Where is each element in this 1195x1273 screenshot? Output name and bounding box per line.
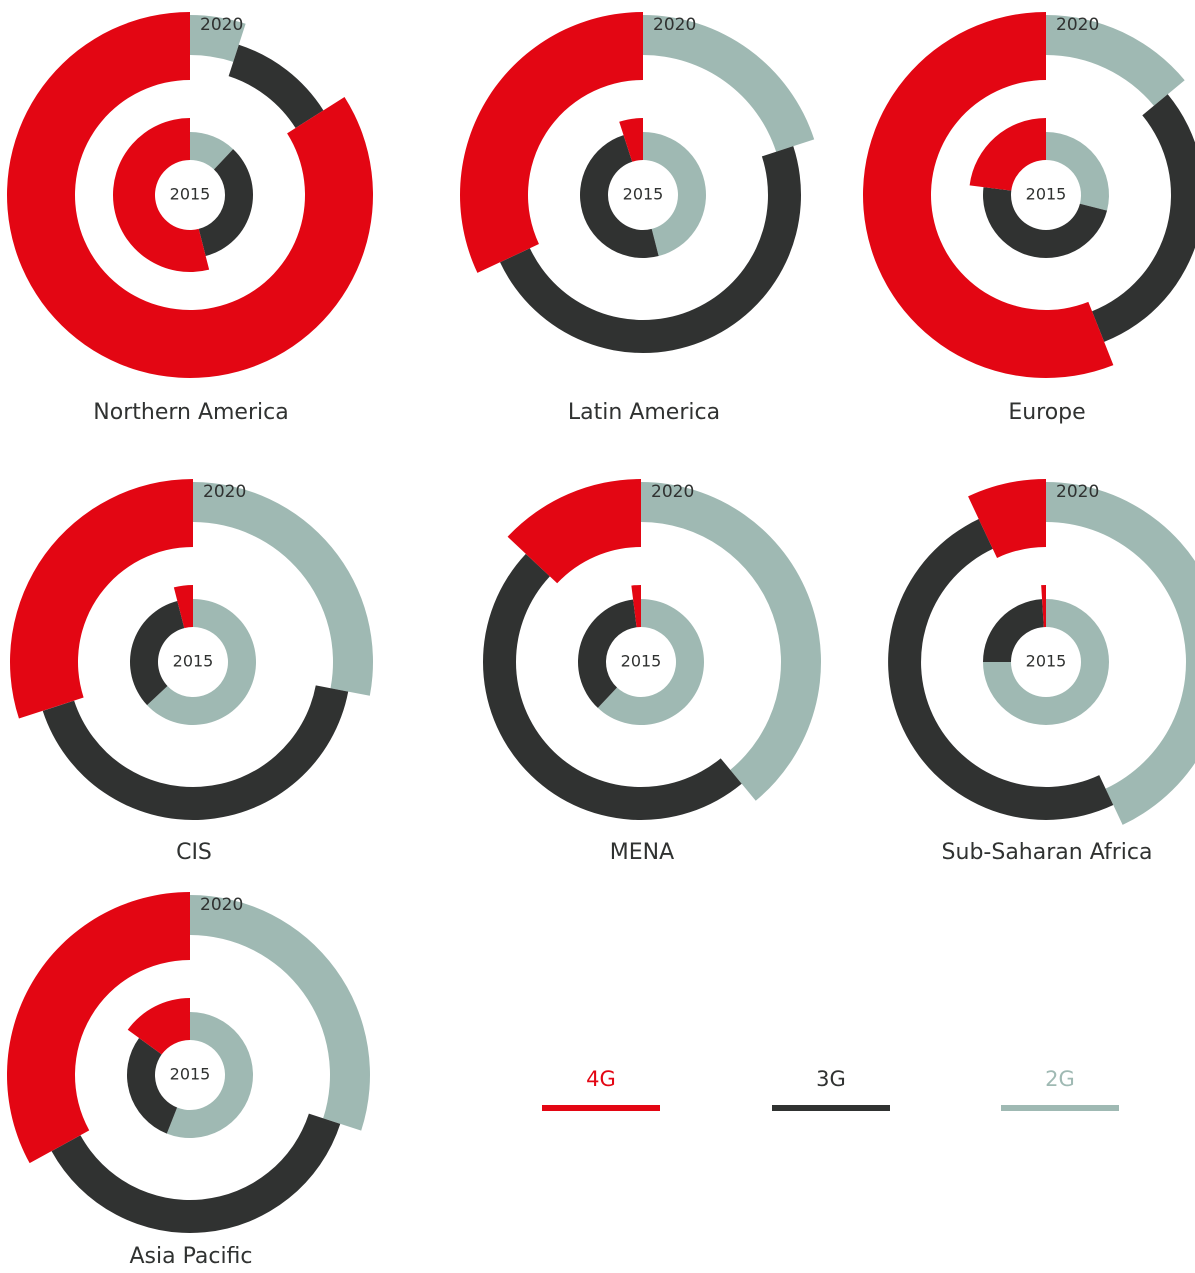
legend-swatch xyxy=(542,1105,660,1111)
segment xyxy=(983,599,1109,725)
segment xyxy=(619,118,643,162)
legend-label: 4G xyxy=(586,1067,616,1091)
segment xyxy=(500,146,801,353)
year-label: 2020 xyxy=(200,15,243,35)
year-label: 2015 xyxy=(1026,652,1067,671)
segment xyxy=(631,585,641,628)
year-label: 2020 xyxy=(1056,482,1099,502)
segment xyxy=(173,585,193,629)
segment xyxy=(969,118,1046,191)
region-label: Latin America xyxy=(568,400,720,425)
segment xyxy=(1041,585,1046,628)
year-label: 2020 xyxy=(203,482,246,502)
legend-label: 2G xyxy=(1045,1067,1075,1091)
region-label: Northern America xyxy=(93,400,288,425)
region-label: Asia Pacific xyxy=(129,1244,252,1269)
segment xyxy=(193,482,374,696)
segment xyxy=(888,519,1114,820)
segment xyxy=(166,1012,254,1139)
year-label: 2015 xyxy=(173,652,214,671)
segment xyxy=(862,12,1114,379)
segment xyxy=(983,187,1108,258)
year-label: 2015 xyxy=(621,652,662,671)
year-label: 2020 xyxy=(1056,15,1099,35)
segment xyxy=(190,132,234,170)
segment xyxy=(641,482,822,801)
segment xyxy=(147,599,257,725)
legend-label: 3G xyxy=(816,1067,846,1091)
region-label: Sub-Saharan Africa xyxy=(942,840,1153,865)
segment xyxy=(482,553,742,821)
segment xyxy=(6,12,373,379)
segment xyxy=(130,600,185,706)
segment xyxy=(578,599,637,708)
segment xyxy=(51,1113,341,1233)
segment xyxy=(1046,482,1195,825)
segment xyxy=(579,135,659,259)
segment xyxy=(127,998,190,1055)
year-label: 2020 xyxy=(653,15,696,35)
region-label: Europe xyxy=(1008,400,1085,425)
segment xyxy=(597,599,705,726)
segment xyxy=(460,12,643,273)
region-label: MENA xyxy=(610,840,674,865)
segment xyxy=(9,479,194,719)
legend-swatch xyxy=(1001,1105,1119,1111)
legend-swatch xyxy=(772,1105,890,1111)
segment xyxy=(1092,94,1195,342)
segment xyxy=(643,132,707,257)
year-label: 2020 xyxy=(651,482,694,502)
segment xyxy=(113,118,210,272)
segment xyxy=(198,149,254,257)
segment xyxy=(1046,15,1185,106)
segment xyxy=(1046,132,1109,211)
year-label: 2020 xyxy=(200,895,243,915)
segment xyxy=(643,15,815,152)
segment xyxy=(42,685,349,821)
segment xyxy=(7,892,190,1164)
year-label: 2015 xyxy=(170,185,211,204)
segment xyxy=(507,479,641,584)
year-label: 2015 xyxy=(170,1065,211,1084)
year-label: 2015 xyxy=(1026,185,1067,204)
segment xyxy=(968,479,1046,558)
year-label: 2015 xyxy=(623,185,664,204)
region-label: CIS xyxy=(176,840,212,865)
segment xyxy=(228,44,324,129)
segment xyxy=(190,895,370,1131)
segment xyxy=(190,15,246,62)
segment xyxy=(126,1037,178,1134)
segment xyxy=(983,599,1044,662)
